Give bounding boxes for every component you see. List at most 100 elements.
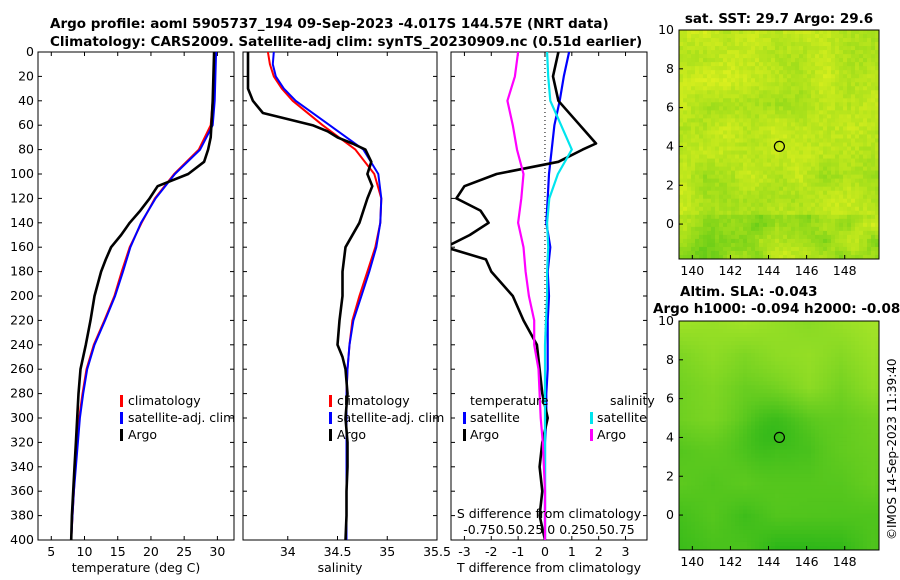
timestamp-label: ©IMOS 14-Sep-2023 11:39:40 xyxy=(885,358,899,540)
depth-tick-label: 20 xyxy=(18,68,34,83)
sst-map-ticks: 140 142 144 146 148 10 8 6 4 2 0 xyxy=(658,22,857,278)
x-tick-label: -3 xyxy=(458,544,470,559)
difference-legend: temperature salinity satellite Argo sate… xyxy=(463,393,655,442)
salinity-panel: 34 34.5 35 35.5 climatology satellite-adj. … xyxy=(242,51,451,575)
legend-swatch-s-argo xyxy=(590,429,593,441)
map-x-tick-label: 144 xyxy=(757,263,781,278)
legend-label-climatology: climatology xyxy=(337,393,410,408)
difference-top-ticks: -0.750.50.25 0 0.250.50.75 xyxy=(463,522,635,537)
depth-tick-label: 200 xyxy=(10,288,34,303)
series-line-argo xyxy=(69,52,216,540)
salinity-legend: climatology satellite-adj. clim Argo xyxy=(329,393,444,442)
x-tick-label: 35 xyxy=(379,544,395,559)
map-y-tick-label: 2 xyxy=(666,177,674,192)
depth-tick-label: 400 xyxy=(10,532,34,547)
map-x-tick-label: 148 xyxy=(833,554,857,569)
legend-swatch-s-satellite xyxy=(590,412,593,424)
depth-tick-label: 320 xyxy=(10,434,34,449)
legend-label-argo: Argo xyxy=(337,427,366,442)
legend-swatch-climatology xyxy=(329,395,332,407)
x-tick-label: 34.5 xyxy=(324,544,352,559)
legend-label-argo: Argo xyxy=(128,427,157,442)
x-tick-label: 1 xyxy=(568,544,576,559)
difference-lines xyxy=(451,52,598,540)
x-tick-label: 10 xyxy=(77,544,93,559)
legend-swatch-t-argo xyxy=(463,429,466,441)
salinity-ticks: 34 34.5 35 35.5 xyxy=(243,51,451,559)
legend-label-satellite: satellite-adj. clim xyxy=(128,410,235,425)
depth-tick-label: 220 xyxy=(10,312,34,327)
legend-label-satellite: satellite-adj. clim xyxy=(337,410,444,425)
legend-label-climatology: climatology xyxy=(128,393,201,408)
map-y-tick-label: 10 xyxy=(658,313,674,328)
legend-label-s-satellite: satellite xyxy=(597,410,647,425)
temperature-lines xyxy=(69,52,218,540)
legend-swatch-argo xyxy=(329,429,332,441)
salinity-xlabel: salinity xyxy=(318,560,363,575)
depth-tick-label: 340 xyxy=(10,459,34,474)
map-x-tick-label: 142 xyxy=(718,554,742,569)
map-y-tick-label: 0 xyxy=(666,507,674,522)
map-y-tick-label: 4 xyxy=(666,138,674,153)
sla-map-panel: Altim. SLA: -0.043 Argo h1000: -0.094 h2… xyxy=(653,284,900,569)
x-tick-label: -1 xyxy=(512,544,524,559)
depth-tick-label: 140 xyxy=(10,215,34,230)
x-tick-label: 3 xyxy=(622,544,630,559)
x-tick-label: 20 xyxy=(143,544,159,559)
x-tick-label: 34 xyxy=(280,544,296,559)
difference-xlabel: T difference from climatology xyxy=(456,560,642,575)
depth-tick-label: 80 xyxy=(18,142,34,157)
legend-swatch-satellite xyxy=(329,412,332,424)
x-tick-label: 25 xyxy=(176,544,192,559)
map-y-tick-label: 10 xyxy=(658,22,674,37)
map-x-tick-label: 146 xyxy=(795,263,819,278)
depth-tick-label: 180 xyxy=(10,264,34,279)
legend-swatch-t-satellite xyxy=(463,412,466,424)
sst-map-heatmap xyxy=(679,30,880,260)
sla-map-argo-marker xyxy=(773,431,786,443)
sst-map-axes xyxy=(678,29,880,260)
legend-swatch-climatology xyxy=(120,395,123,407)
figure-title-line2: Climatology: CARS2009. Satellite-adj cli… xyxy=(50,34,642,50)
map-y-tick-label: 2 xyxy=(666,468,674,483)
depth-tick-label: 60 xyxy=(18,117,34,132)
sst-map-title: sat. SST: 29.7 Argo: 29.6 xyxy=(685,11,873,27)
x-tick-label: -2 xyxy=(485,544,497,559)
map-x-tick-label: 142 xyxy=(718,263,742,278)
x-tick-label: 15 xyxy=(110,544,126,559)
depth-tick-label: 160 xyxy=(10,239,34,254)
legend-swatch-argo xyxy=(120,429,123,441)
map-y-tick-label: 4 xyxy=(666,429,674,444)
map-x-tick-label: 140 xyxy=(680,554,704,569)
temperature-panel: 0 20 40 60 80 100 120 140 160 180 200 220 240 260 280 3… xyxy=(10,44,235,575)
sla-map-heatmap xyxy=(679,321,880,551)
sst-map-panel: sat. SST: 29.7 Argo: 29.6 140 142 144 146 14… xyxy=(658,11,880,278)
sla-map-title-line1: Altim. SLA: -0.043 xyxy=(680,284,817,300)
salinity-lines xyxy=(246,52,383,540)
difference-top-xlabel: S difference from climatology xyxy=(457,506,642,521)
sla-map-axes xyxy=(678,320,880,551)
difference-ticks: -3 -2 -1 0 1 2 3 xyxy=(451,51,647,559)
legend-label-t-satellite: satellite xyxy=(470,410,520,425)
map-x-tick-label: 148 xyxy=(833,263,857,278)
temperature-axes xyxy=(37,51,235,541)
map-y-tick-label: 8 xyxy=(666,352,674,367)
legend-swatch-satellite xyxy=(120,412,123,424)
depth-tick-label: 360 xyxy=(10,483,34,498)
legend-label-t-argo: Argo xyxy=(470,427,499,442)
sla-map-title-line2: Argo h1000: -0.094 h2000: -0.087 xyxy=(653,301,900,317)
x-tick-label: 30 xyxy=(209,544,225,559)
series-line-argo xyxy=(246,52,374,540)
sst-map-argo-marker xyxy=(773,140,786,152)
map-x-tick-label: 146 xyxy=(795,554,819,569)
depth-tick-label: 260 xyxy=(10,361,34,376)
x-tick-label: 2 xyxy=(595,544,603,559)
depth-tick-label: 240 xyxy=(10,337,34,352)
temperature-legend: climatology satellite-adj. clim Argo xyxy=(120,393,235,442)
figure-title-line1: Argo profile: aoml 5905737_194 09-Sep-20… xyxy=(50,16,609,32)
map-x-tick-label: 140 xyxy=(680,263,704,278)
series-line-salinity-argo xyxy=(506,52,547,540)
temperature-xlabel: temperature (deg C) xyxy=(72,560,201,575)
x-tick-label: 0 xyxy=(541,544,549,559)
